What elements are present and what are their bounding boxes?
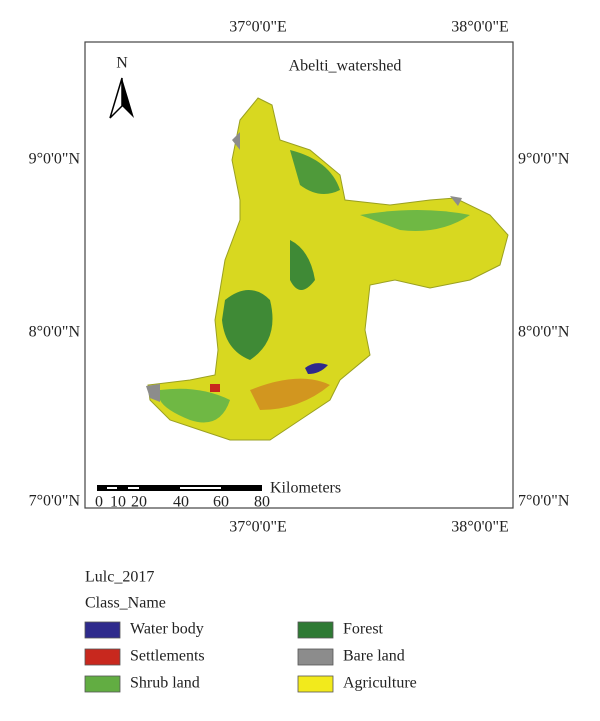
scale-bar-body [97, 485, 262, 491]
map-frame [84, 41, 514, 509]
bare-patch [450, 196, 462, 206]
legend-field: Class_Name [85, 595, 166, 612]
shrub-patch [360, 210, 470, 231]
settlement-patch [210, 384, 220, 392]
right-label: 9°0'0"N [518, 151, 570, 168]
top-label: 37°0'0"E [229, 19, 287, 36]
scale-tick: 80 [254, 494, 270, 511]
scale-tick: 0 [95, 494, 103, 511]
legend-swatch [84, 621, 121, 639]
top-label: 38°0'0"E [451, 19, 509, 36]
settlement-patch [250, 378, 330, 410]
north-arrow-right [122, 78, 134, 118]
legend-swatch [297, 648, 334, 666]
map-title: Abelti_watershed [289, 58, 402, 75]
scale-bar [97, 485, 262, 491]
forest-patch [290, 150, 340, 194]
scale-bar-segment [107, 487, 117, 489]
legend-swatch [297, 621, 334, 639]
legend-label: Agriculture [343, 675, 417, 692]
scale-tick: 10 [110, 494, 126, 511]
right-label: 8°0'0"N [518, 324, 570, 341]
bare-patch [146, 384, 160, 402]
legend-label: Forest [343, 621, 384, 638]
legend-swatch [84, 675, 121, 693]
lake [305, 363, 328, 374]
forest-patch [290, 240, 315, 290]
scale-bar-segment [180, 487, 221, 489]
right-label: 7°0'0"N [518, 493, 570, 510]
forest-patch [222, 290, 273, 360]
north-arrow [109, 77, 134, 119]
north-arrow-left [109, 77, 123, 119]
bottom-label: 37°0'0"E [229, 519, 287, 536]
scale-tick: 60 [213, 494, 229, 511]
legend-label: Water body [130, 621, 204, 638]
legend-swatch [84, 648, 121, 666]
scale-tick: 40 [173, 494, 189, 511]
bare-patch [232, 132, 240, 150]
legend-label: Shrub land [130, 675, 200, 692]
shrub-patch [160, 388, 230, 423]
legend-label: Bare land [343, 648, 405, 665]
legend: Water body Forest Settlements Bare land Shru… [84, 621, 417, 693]
left-label: 7°0'0"N [29, 493, 81, 510]
legend-swatch [297, 675, 334, 693]
bottom-label: 38°0'0"E [451, 519, 509, 536]
scale-unit: Kilometers [270, 480, 341, 497]
scale-bar-segment [128, 487, 139, 489]
north-label: N [116, 55, 128, 72]
watershed-area [147, 97, 509, 441]
legend-layer: Lulc_2017 [85, 569, 154, 586]
watershed [146, 97, 509, 441]
legend-label: Settlements [130, 648, 205, 665]
scale-tick: 20 [131, 494, 147, 511]
left-label: 8°0'0"N [29, 324, 81, 341]
left-label: 9°0'0"N [29, 151, 81, 168]
